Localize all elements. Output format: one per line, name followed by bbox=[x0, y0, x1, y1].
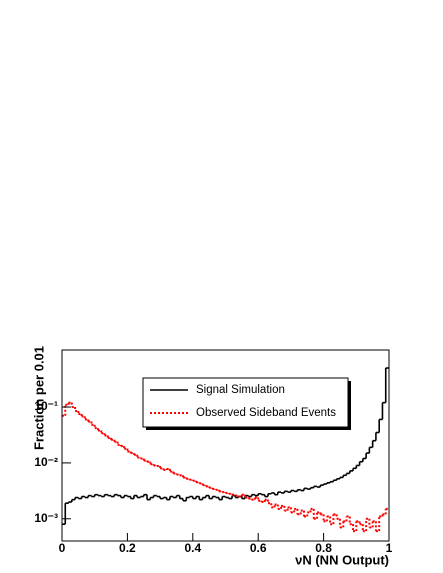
x-tick-label: 0.4 bbox=[184, 541, 201, 555]
plot-frame bbox=[61, 349, 390, 542]
step-connector bbox=[64, 402, 387, 532]
x-tick-label: 0.6 bbox=[250, 541, 267, 555]
series bbox=[62, 367, 389, 525]
legend-label: Observed Sideband Events bbox=[196, 407, 336, 419]
legend: Signal Simulation Observed Sideband Event… bbox=[142, 377, 351, 430]
x-axis-title: νN (NN Output) bbox=[295, 552, 389, 567]
y-tick-label: 10⁻³ bbox=[34, 511, 58, 525]
y-tick-label: 10⁻² bbox=[34, 455, 58, 469]
x-tick-label: 1 bbox=[386, 541, 393, 555]
x-tick-label: 0.8 bbox=[315, 541, 332, 555]
series bbox=[62, 401, 389, 533]
legend-label: Signal Simulation bbox=[196, 384, 285, 396]
x-tick-label: 0.2 bbox=[119, 541, 136, 555]
y-axis-title: Fraction per 0.01 bbox=[31, 346, 46, 450]
x-tick-label: 0 bbox=[59, 541, 66, 555]
legend-box bbox=[142, 377, 349, 428]
y-tick-label: 10⁻¹ bbox=[34, 399, 58, 413]
